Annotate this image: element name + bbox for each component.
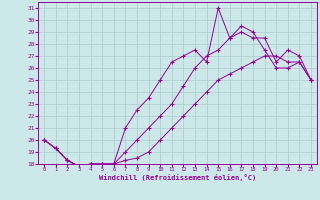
- X-axis label: Windchill (Refroidissement éolien,°C): Windchill (Refroidissement éolien,°C): [99, 174, 256, 181]
